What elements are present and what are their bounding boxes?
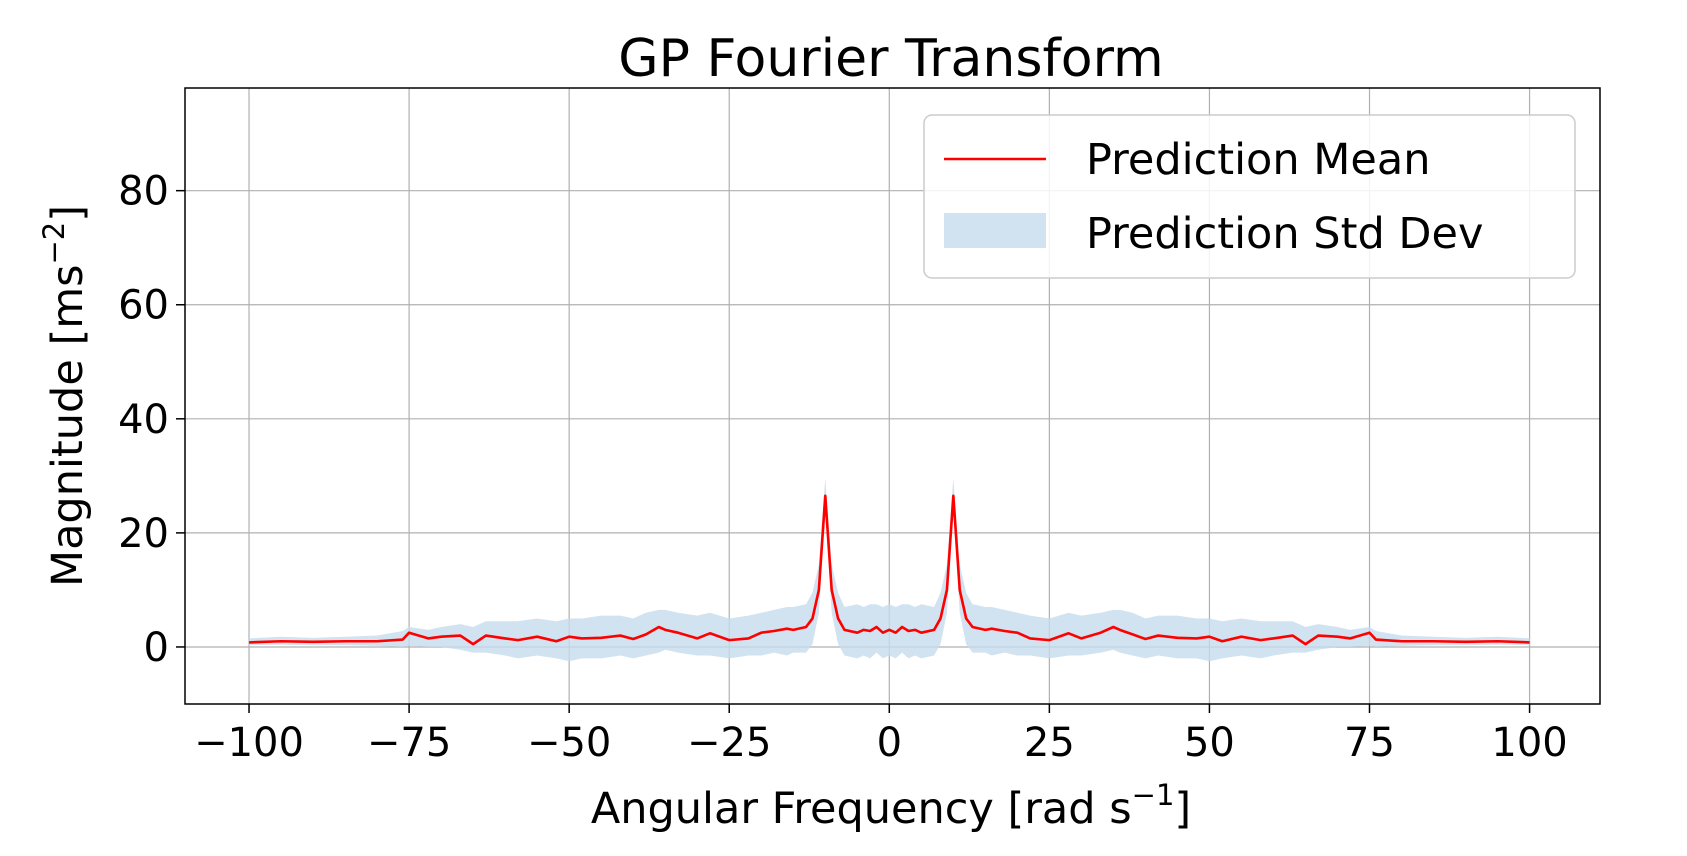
x-axis-label-text: Angular Frequency [rad s [591,784,1132,834]
x-axis-label-sup: −1 [1132,778,1175,812]
y-tick-label: 60 [118,283,169,329]
y-axis-label-end: ] [43,205,93,222]
x-axis-label: Angular Frequency [rad s−1] [591,778,1191,834]
x-axis-label-end: ] [1174,784,1191,834]
y-axis-label-text: Magnitude [ms [43,264,93,587]
legend-mean-label: Prediction Mean [1086,135,1430,185]
y-tick-label: 80 [118,169,169,215]
y-axis-ticks: 0 20 40 60 80 [118,169,185,671]
y-axis-label-sup: −2 [37,222,71,265]
y-tick-label: 40 [118,397,169,443]
x-tick-label: −75 [367,720,451,766]
x-tick-label: −25 [687,720,771,766]
y-tick-label: 20 [118,511,169,557]
plot-frame [184,87,1601,705]
y-axis-label: Magnitude [ms−2] [37,205,93,587]
legend-band-label: Prediction Std Dev [1086,209,1483,259]
x-axis-ticks: −100 −75 −50 −25 0 25 50 75 100 [194,704,1568,766]
mean-line [248,494,1530,646]
x-tick-label: 25 [1024,720,1075,766]
x-tick-label: 0 [877,720,902,766]
legend-box [923,114,1576,279]
x-tick-label: 75 [1344,720,1395,766]
x-tick-label: −100 [194,720,304,766]
x-tick-label: −50 [527,720,611,766]
std-dev-band [249,478,1530,662]
legend-band-swatch [944,213,1046,248]
x-tick-label: 50 [1184,720,1235,766]
chart-title: GP Fourier Transform [618,29,1163,89]
x-tick-label: 100 [1491,720,1567,766]
legend: Prediction Mean Prediction Std Dev [923,114,1576,279]
y-tick-label: 0 [144,625,169,671]
